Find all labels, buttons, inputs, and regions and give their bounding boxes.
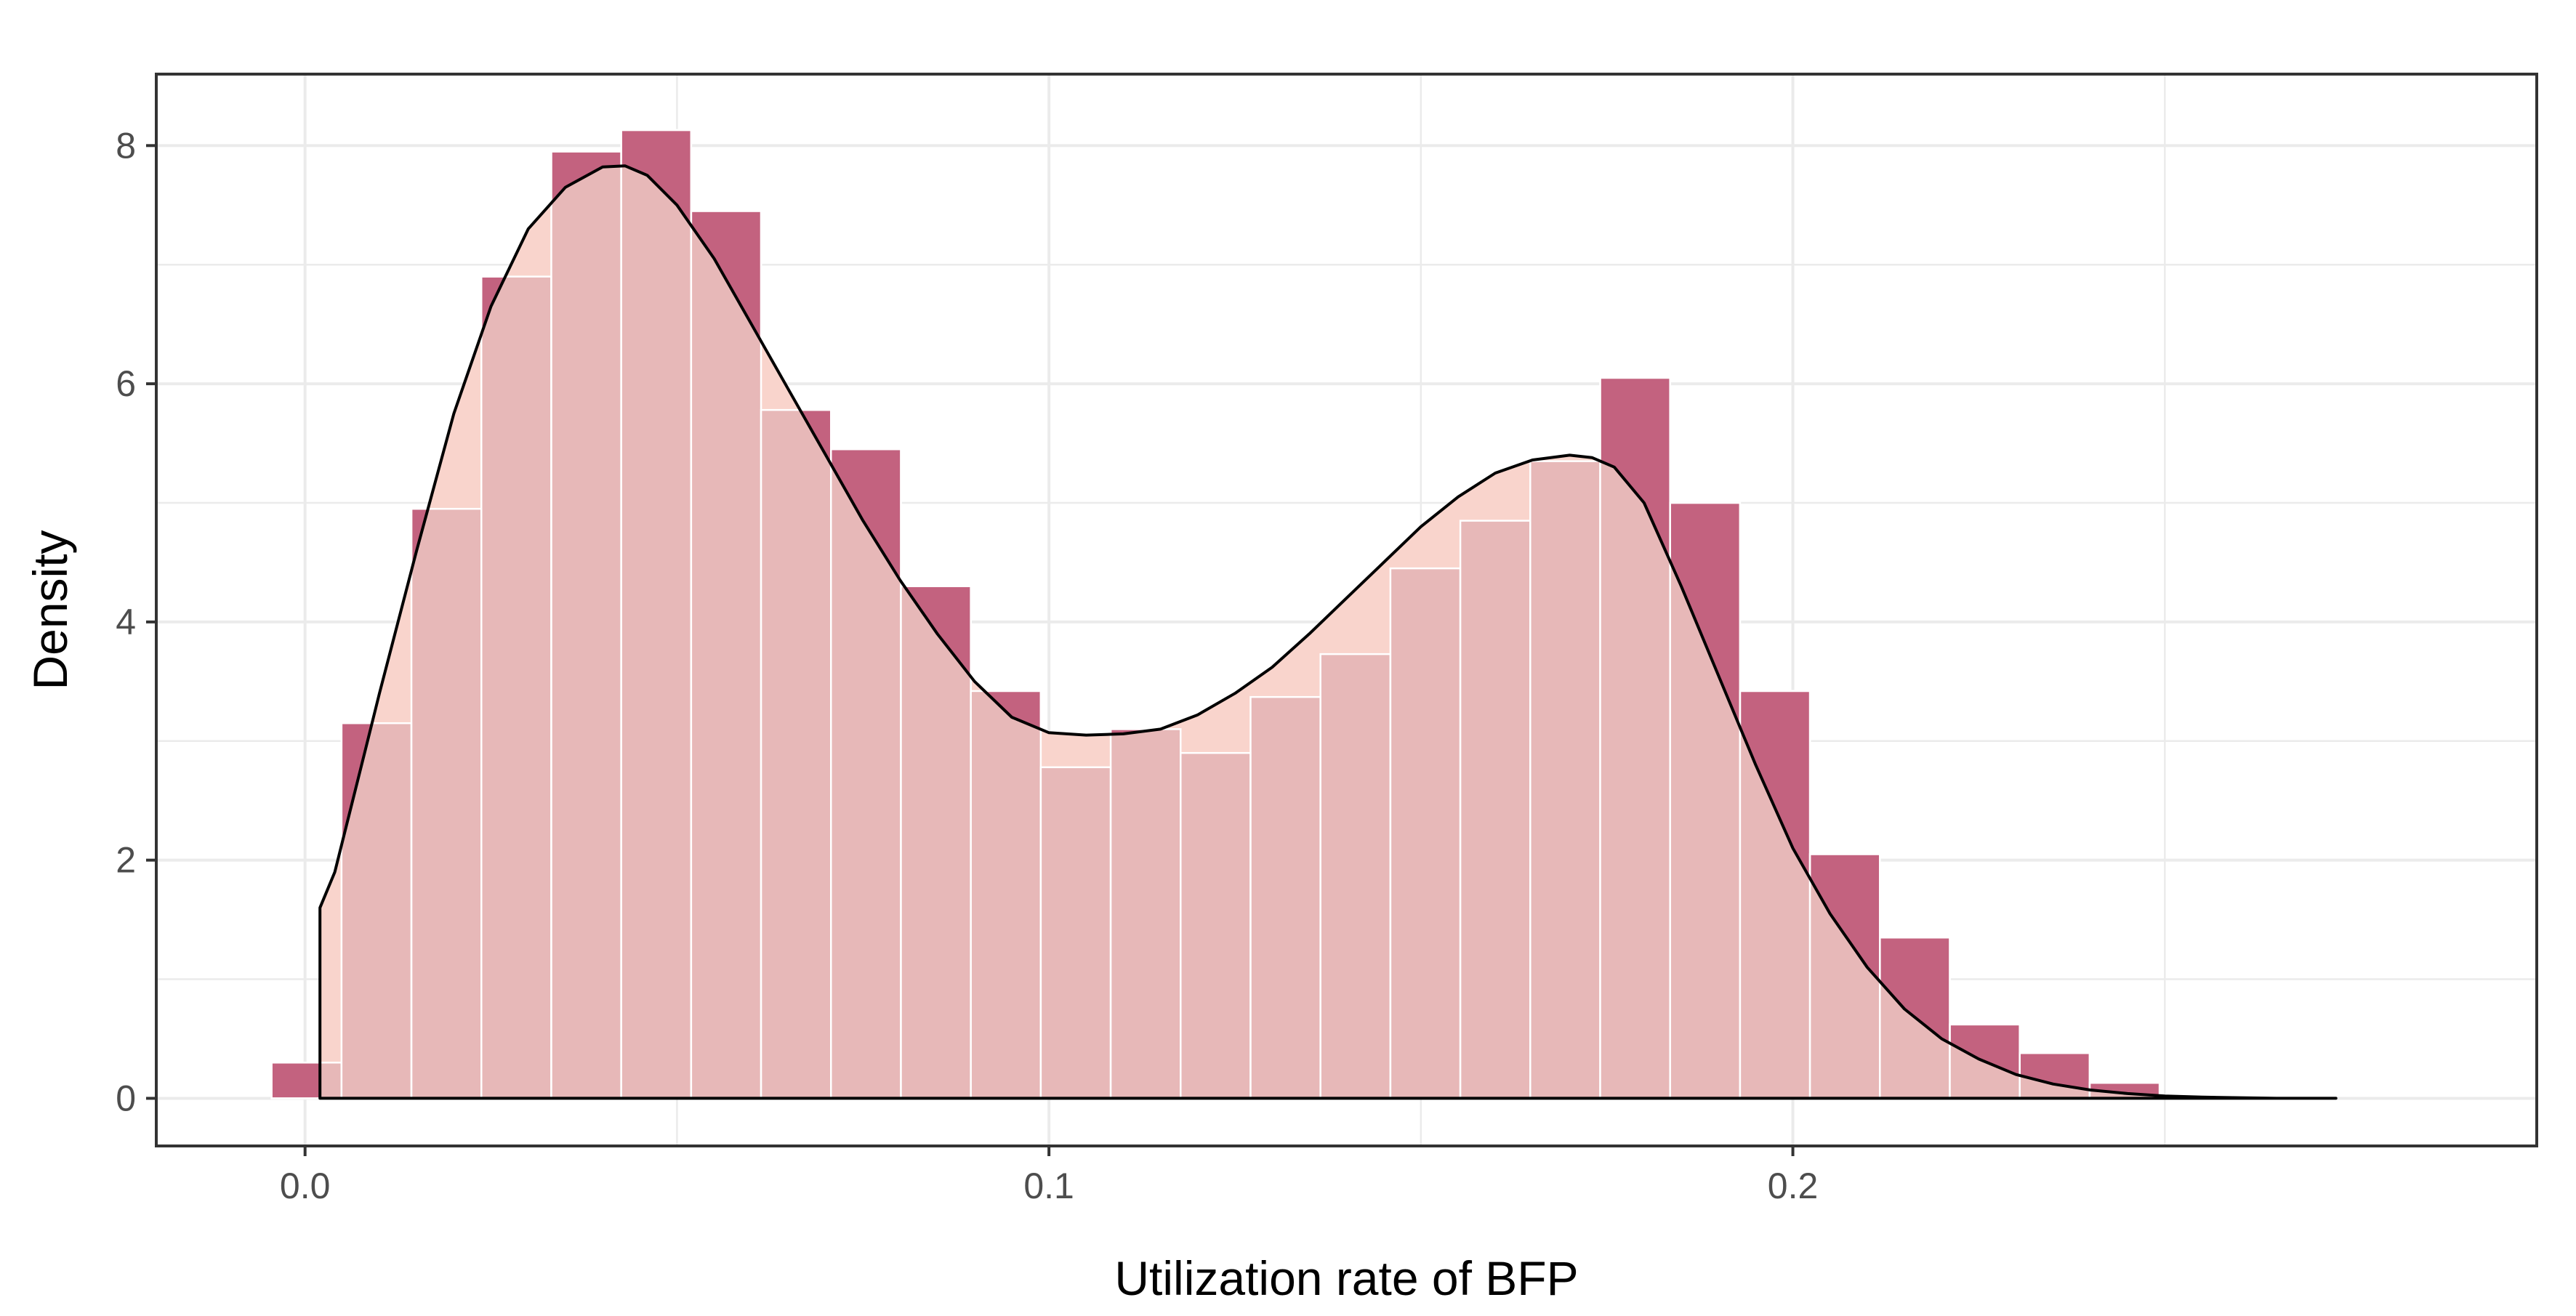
x-axis-title: Utilization rate of BFP: [1114, 1251, 1578, 1305]
histogram-bar-overlay: [1669, 501, 1742, 1099]
histogram-bar-overlay: [480, 275, 552, 1099]
x-tick-label: 0.1: [1023, 1166, 1074, 1206]
histogram-bar-overlay: [830, 448, 902, 1099]
y-tick-label: 4: [116, 602, 136, 642]
histogram-bar-overlay: [410, 507, 483, 1099]
histogram-bar-overlay: [1249, 695, 1321, 1099]
y-tick-label: 2: [116, 840, 136, 881]
histogram-bar-overlay: [1319, 653, 1392, 1099]
histogram-bar-overlay: [1529, 460, 1601, 1099]
histogram-bar-overlay: [340, 722, 413, 1099]
histogram-bar-overlay: [1599, 376, 1671, 1099]
histogram-bar-overlay: [550, 150, 622, 1099]
histogram-bar-overlay: [1039, 766, 1112, 1099]
axis-ticks: [146, 144, 1795, 1156]
y-tick-label: 6: [116, 363, 136, 404]
y-tick-label: 8: [116, 125, 136, 166]
histogram-bar-overlay: [1459, 520, 1531, 1099]
histogram-bar-overlay: [1389, 567, 1462, 1099]
y-axis-title: Density: [23, 530, 77, 690]
histogram-bars-overlay: [270, 129, 2161, 1099]
histogram-bar-overlay: [1808, 853, 1881, 1099]
panel-border: [155, 73, 2538, 1147]
histogram-bar-overlay: [2018, 1051, 2091, 1099]
histogram-bar-overlay: [690, 210, 762, 1099]
histogram-bar-overlay: [970, 690, 1042, 1099]
histogram-bar-overlay: [270, 1062, 343, 1099]
y-axis-tick-labels: 0 2 4 6 8: [116, 125, 136, 1118]
x-tick-label: 0.0: [280, 1166, 331, 1206]
x-axis-tick-labels: 0.0 0.1 0.2: [280, 1166, 1818, 1206]
x-tick-label: 0.2: [1768, 1166, 1819, 1206]
histogram-bar-overlay: [760, 408, 832, 1099]
y-tick-label: 0: [116, 1078, 136, 1118]
histogram-bar-overlay: [620, 129, 693, 1099]
density-curve: [318, 164, 2338, 1100]
histogram-bar-overlay: [1180, 751, 1252, 1099]
histogram-bar-overlay: [1109, 728, 1182, 1099]
